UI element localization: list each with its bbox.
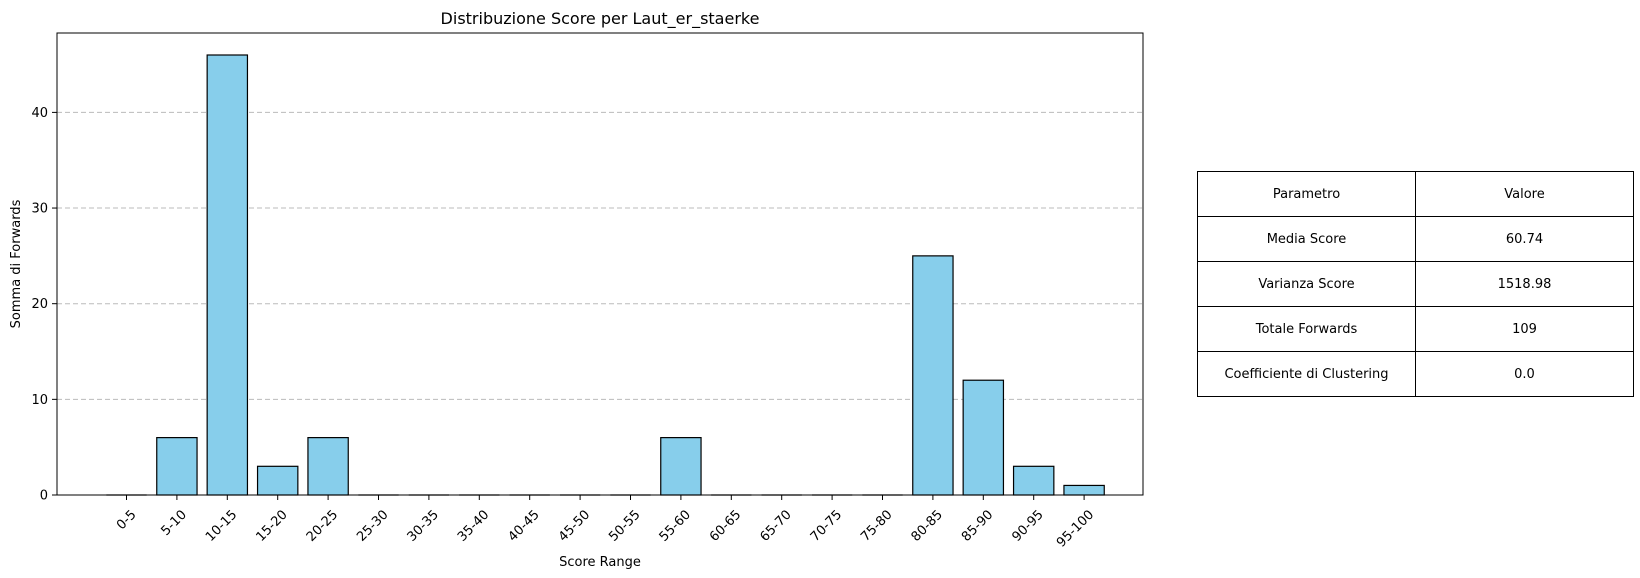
table-row: Varianza Score 1518.98 <box>1197 261 1634 307</box>
y-tick-label: 30 <box>31 202 48 217</box>
x-tick-label: 45-50 <box>556 507 593 544</box>
bar <box>307 437 349 496</box>
bar <box>962 379 1005 496</box>
x-tick-label: 80-85 <box>909 507 946 544</box>
table-cell-value: 1518.98 <box>1415 261 1634 307</box>
chart-title: Distribuzione Score per Laut_er_staerke <box>441 9 760 29</box>
table-header-row: Parametro Valore <box>1197 171 1634 217</box>
y-axis-title: Somma di Forwards <box>9 199 24 328</box>
table-cell-param: Coefficiente di Clustering <box>1197 351 1416 397</box>
x-tick-label: 85-90 <box>959 507 996 544</box>
x-tick-label: 75-80 <box>858 507 895 544</box>
table-cell-param: Varianza Score <box>1197 261 1416 307</box>
x-tick-label: 65-70 <box>757 507 794 544</box>
table-cell-value: 60.74 <box>1415 216 1634 262</box>
table-row: Media Score 60.74 <box>1197 216 1634 262</box>
x-axis-title: Score Range <box>559 555 641 570</box>
bar <box>1012 465 1055 496</box>
y-axis-ticks: 0 10 20 30 40 <box>31 106 57 504</box>
x-tick-label: 30-35 <box>405 507 442 544</box>
table-cell-param: Media Score <box>1197 216 1416 262</box>
table-row: Totale Forwards 109 <box>1197 306 1634 352</box>
x-tick-label: 90-95 <box>1009 507 1046 544</box>
y-tick-label: 0 <box>40 489 48 504</box>
table-cell-value: 0.0 <box>1415 351 1634 397</box>
x-tick-label: 15-20 <box>253 507 290 544</box>
stats-table: Parametro Valore Media Score 60.74 Varia… <box>1197 171 1634 397</box>
bar <box>1063 484 1105 496</box>
x-tick-label: 50-55 <box>606 507 643 544</box>
table-cell-value: 109 <box>1415 306 1634 352</box>
table-header-cell: Valore <box>1415 171 1634 217</box>
y-tick-label: 10 <box>31 393 48 408</box>
bar <box>912 255 954 496</box>
bar <box>256 465 299 496</box>
x-tick-label: 70-75 <box>808 507 845 544</box>
x-tick-label: 10-15 <box>203 507 240 544</box>
x-tick-label: 0-5 <box>114 507 140 533</box>
table-header-cell: Parametro <box>1197 171 1416 217</box>
x-tick-label: 5-10 <box>158 507 189 538</box>
x-tick-label: 95-100 <box>1054 507 1097 550</box>
bar <box>156 437 198 496</box>
x-axis-ticks: 0-5 5-10 10-15 15-20 20-25 25-30 30-35 35-40 40-… <box>114 495 1097 551</box>
y-tick-label: 20 <box>31 297 48 312</box>
x-tick-label: 25-30 <box>354 507 391 544</box>
bar <box>206 54 249 496</box>
x-tick-label: 35-40 <box>455 507 492 544</box>
bar <box>660 437 702 496</box>
y-tick-label: 40 <box>31 106 48 121</box>
table-cell-param: Totale Forwards <box>1197 306 1416 352</box>
x-tick-label: 20-25 <box>304 507 341 544</box>
plot-area-frame <box>56 32 1144 496</box>
bars <box>106 54 1105 496</box>
x-tick-label: 40-45 <box>505 507 542 544</box>
x-tick-label: 60-65 <box>707 507 744 544</box>
table-row: Coefficiente di Clustering 0.0 <box>1197 351 1634 397</box>
x-tick-label: 55-60 <box>657 507 694 544</box>
